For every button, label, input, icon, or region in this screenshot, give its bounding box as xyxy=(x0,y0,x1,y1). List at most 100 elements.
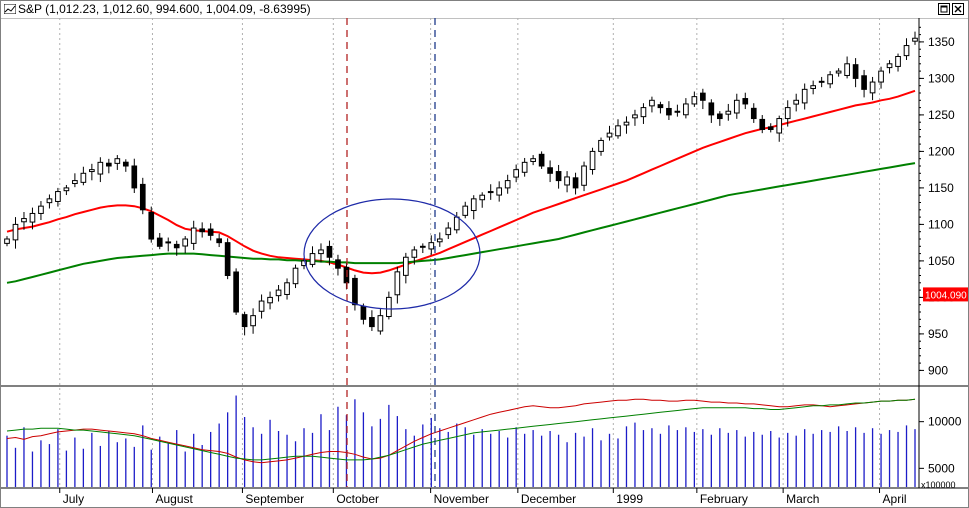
candle xyxy=(564,171,570,193)
candle-body xyxy=(267,296,273,304)
candle xyxy=(224,238,231,280)
candle-body xyxy=(386,296,392,318)
candle xyxy=(21,211,27,230)
candle xyxy=(572,172,579,195)
candle-body xyxy=(207,228,214,236)
long-moving-average-line xyxy=(6,162,916,284)
candle-body xyxy=(852,64,859,79)
candle-body xyxy=(122,161,129,167)
candle-body xyxy=(521,161,528,173)
candle-body xyxy=(793,99,800,105)
candle xyxy=(207,223,214,241)
candle xyxy=(394,266,401,304)
month-label: December xyxy=(521,492,576,506)
month-label: February xyxy=(700,492,748,506)
candle-body xyxy=(810,85,817,89)
candle-body xyxy=(139,183,146,211)
candle-body xyxy=(784,107,791,120)
candle xyxy=(538,151,545,169)
last-price-box xyxy=(923,287,968,302)
candle-body xyxy=(547,167,553,174)
candle xyxy=(63,184,70,196)
candle-body xyxy=(657,104,664,109)
candle xyxy=(72,173,78,188)
candle-body xyxy=(199,228,206,233)
candle-body xyxy=(216,238,222,244)
candle xyxy=(131,158,138,194)
candle-body xyxy=(241,314,248,328)
candle xyxy=(666,101,672,121)
candle xyxy=(386,291,392,320)
candle-body xyxy=(759,118,766,131)
restore-icon xyxy=(940,5,948,13)
candle-body xyxy=(224,242,231,276)
candle-body xyxy=(453,216,460,231)
candle xyxy=(156,233,163,250)
volume-tick-label: 5000 xyxy=(928,461,955,475)
candle-body xyxy=(436,238,443,243)
price-tick-label: 1350 xyxy=(928,35,955,49)
candle xyxy=(105,158,112,174)
month-label: March xyxy=(786,492,819,506)
annotations xyxy=(303,18,481,487)
month-label: November xyxy=(434,492,489,506)
candle xyxy=(776,115,783,142)
candle xyxy=(182,236,189,254)
candle xyxy=(216,233,222,248)
candle-body xyxy=(895,56,901,67)
month-label: October xyxy=(336,492,379,506)
candle-body xyxy=(623,121,630,126)
candle xyxy=(487,184,494,200)
candle-body xyxy=(632,114,638,119)
candle xyxy=(623,116,630,134)
volume-tick-label: 10000 xyxy=(928,415,962,429)
candle xyxy=(886,60,893,74)
candle-body xyxy=(377,315,384,332)
volume-green-line xyxy=(6,398,916,461)
candle xyxy=(369,310,375,331)
grid-lines xyxy=(59,18,881,487)
candle xyxy=(801,83,808,110)
candle xyxy=(716,111,723,126)
candle xyxy=(55,187,61,207)
candle xyxy=(233,268,239,315)
candle xyxy=(852,58,859,88)
price-tick-label: 1050 xyxy=(928,254,955,268)
candle-body xyxy=(733,99,740,114)
price-tick-label: 1300 xyxy=(928,71,955,85)
candle-body xyxy=(835,70,842,74)
close-button[interactable] xyxy=(952,3,964,15)
volume-indicator-lines xyxy=(6,398,916,464)
candle xyxy=(530,155,536,166)
candle xyxy=(835,68,842,77)
restore-button[interactable] xyxy=(938,3,950,15)
candle xyxy=(318,243,324,263)
candle xyxy=(742,92,749,110)
candle-body xyxy=(776,118,783,134)
candle-body xyxy=(80,172,87,183)
title-bar[interactable]: S&P (1,012.23, 1,012.60, 994.600, 1,004.… xyxy=(1,1,968,19)
candle-body xyxy=(530,158,536,162)
candle xyxy=(139,177,146,215)
candle xyxy=(165,237,172,252)
candle xyxy=(581,161,587,192)
candle-body xyxy=(55,191,61,202)
candle xyxy=(173,240,180,256)
candle-body xyxy=(233,271,239,313)
candle-body xyxy=(148,211,155,240)
candle xyxy=(46,194,53,209)
candle-body xyxy=(700,92,706,101)
candle-body xyxy=(504,180,511,189)
candle xyxy=(818,76,825,88)
axes xyxy=(1,18,968,493)
candle-body xyxy=(182,238,189,247)
candle xyxy=(335,254,341,276)
candle-body xyxy=(21,218,27,223)
candle xyxy=(606,125,613,141)
candle xyxy=(733,93,740,119)
candle-body xyxy=(912,37,918,42)
candle xyxy=(725,103,732,121)
candle-body xyxy=(649,99,655,107)
candle-body xyxy=(742,98,749,105)
candle xyxy=(284,278,290,300)
